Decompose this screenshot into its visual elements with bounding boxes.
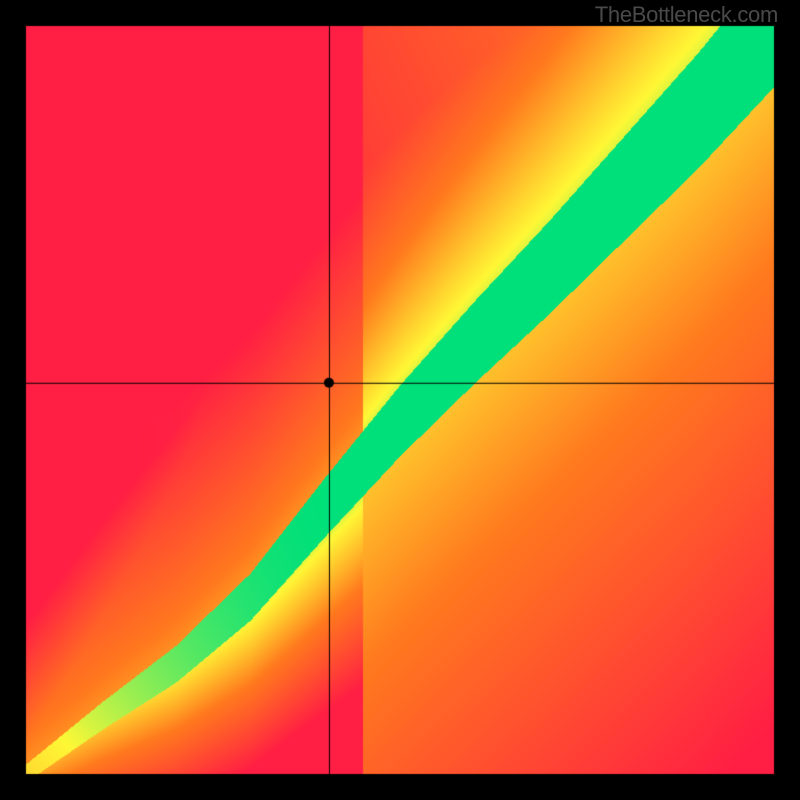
watermark-text: TheBottleneck.com [595, 2, 778, 28]
heatmap-canvas [0, 0, 800, 800]
chart-container: { "watermark_text": "TheBottleneck.com",… [0, 0, 800, 800]
